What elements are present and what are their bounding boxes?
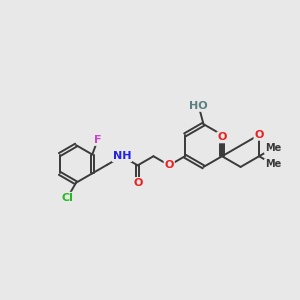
Text: HO: HO: [189, 101, 208, 111]
Text: O: O: [133, 178, 142, 188]
Text: O: O: [217, 132, 227, 142]
Text: O: O: [164, 160, 174, 170]
Text: O: O: [254, 130, 264, 140]
Text: Me: Me: [265, 143, 281, 153]
Text: Cl: Cl: [61, 193, 73, 203]
Text: Me: Me: [265, 159, 281, 169]
Text: NH: NH: [113, 151, 131, 161]
Text: F: F: [94, 135, 101, 145]
